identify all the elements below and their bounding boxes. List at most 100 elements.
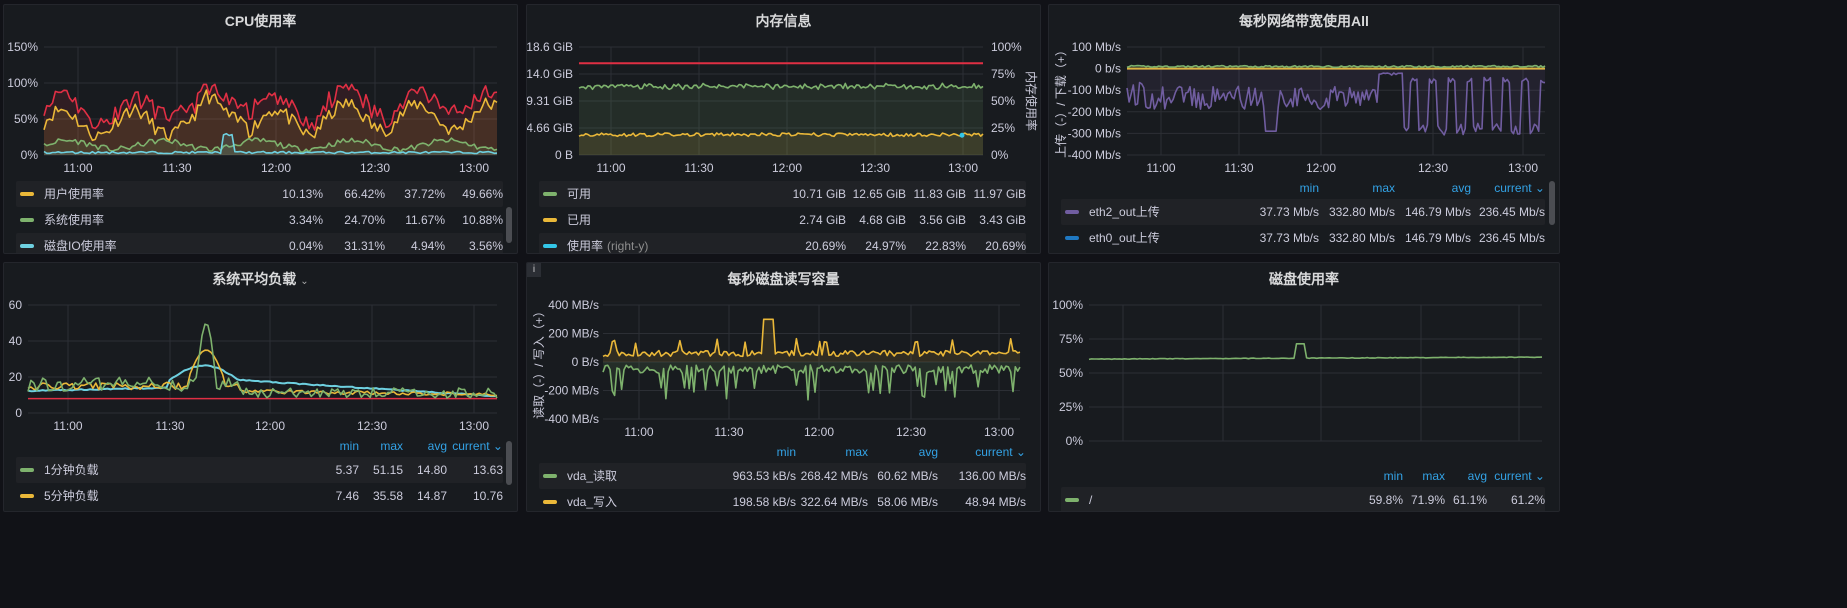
legend-item[interactable]: 用户使用率 10.13% 66.42% 37.72% 49.66% [16,181,503,207]
y-tick-label: 20 [9,370,23,384]
series-name[interactable]: 1分钟负载 [44,463,99,477]
legend-header-avg[interactable]: avg [427,439,447,453]
series-name[interactable]: 用户使用率 [44,187,105,201]
cpu-legend: 用户使用率 10.13% 66.42% 37.72% 49.66% 系统使用率 3.34% 2… [16,181,503,253]
legend-item[interactable]: vda_写入 198.58 kB/s 322.64 MB/s 58.06 MB/s 48… [539,489,1026,511]
panel-title[interactable]: 磁盘使用率 [1269,271,1339,287]
series-color-swatch[interactable] [20,244,34,248]
panel-title[interactable]: 内存信息 [755,13,812,29]
legend-item[interactable]: 1分钟负载 5.37 51.15 14.80 13.63 [16,457,503,483]
legend-item[interactable]: eth0_out上传 37.73 Mb/s 332.80 Mb/s 146.79 Mb… [1061,225,1545,251]
panel-disk-usage[interactable]: 磁盘使用率 100%75%50%25%0%11:0011:3012:0012:3… [1048,262,1560,512]
series-color-swatch[interactable] [543,474,557,478]
legend-header-max[interactable]: max [1372,181,1395,195]
memory-series-available-area [579,83,983,155]
series-name[interactable]: eth0_out上传 [1089,231,1160,245]
panel-title[interactable]: CPU使用率 [224,13,297,29]
panel-load[interactable]: 系统平均负载 ⌄ 60 40 20 0 11:00 11:30 12:00 12:30 13:00… [3,262,518,512]
memory-chart[interactable]: 18.6 GiB 14.0 GiB 9.31 GiB 4.66 GiB 0 B 100% 7… [527,37,1041,177]
series-name[interactable]: 已用 [567,213,592,227]
series-color-swatch[interactable] [543,244,557,248]
y-tick-label: 0 b/s [1095,62,1121,76]
info-icon[interactable]: i [527,263,541,277]
series-name[interactable]: 系统使用率 [44,213,105,227]
panel-title[interactable]: 系统平均负载 ⌄ [4,263,517,295]
series-color-swatch[interactable] [1065,210,1079,214]
panel-title[interactable]: 每秒磁盘读写容量 [727,271,840,287]
legend-header-avg[interactable]: avg [1451,181,1471,195]
panel-memory[interactable]: 内存信息 18.6 GiB 14.0 GiB 9.31 GiB 4.66 GiB 0 B… [526,4,1041,254]
disk-io-chart[interactable]: 400 MB/s 200 MB/s 0 B/s -200 MB/s -400 MB/s读… [527,295,1041,445]
legend-header-max[interactable]: max [845,445,868,459]
panel-network[interactable]: 每秒网络带宽使用All 100 Mb/s 0 b/s -100 Mb/s -200 M… [1048,4,1560,254]
disk-io-legend: min max avg current ⌄ vda_读取 963.53 kB/s 268.4… [539,441,1026,511]
legend-header-min[interactable]: min [1383,469,1403,483]
cpu-chart[interactable]: 150% 100% 50% 0% 11:00 11:30 12:00 12:30 13:00 [4,37,518,177]
legend-header-max[interactable]: max [380,439,403,453]
series-color-swatch[interactable] [543,218,557,222]
y-tick-label: 50% [14,112,38,126]
chevron-down-icon[interactable]: ⌄ [300,276,309,287]
legend-item[interactable]: 已用 2.74 GiB 4.68 GiB 3.56 GiB 3.43 GiB [539,207,1026,233]
legend-item[interactable]: 系统使用率 3.34% 24.70% 11.67% 10.88% [16,207,503,233]
series-color-swatch[interactable] [20,218,34,222]
legend-scrollbar[interactable] [506,441,512,485]
disk-io-series-write [602,318,1021,358]
legend-header-current[interactable]: current ⌄ [1494,181,1545,195]
series-name[interactable]: 5分钟负载 [44,489,99,503]
legend-item[interactable]: / 59.8% 71.9% 61.1% 61.2% [1061,487,1545,511]
series-color-swatch[interactable] [20,468,34,472]
legend-scrollbar[interactable] [506,207,512,243]
series-color-swatch[interactable] [20,494,34,498]
legend-value: 7.46 [335,489,359,503]
series-name[interactable]: 使用率 (right-y) [567,239,649,253]
legend-item[interactable]: 磁盘IO使用率 0.04% 31.31% 4.94% 3.56% [16,233,503,253]
series-color-swatch[interactable] [1065,236,1079,240]
cpu-series-system [43,137,498,153]
series-name[interactable]: vda_写入 [567,495,618,509]
series-color-swatch[interactable] [543,192,557,196]
series-name[interactable]: / [1089,493,1093,507]
x-tick-label: 12:00 [255,419,285,433]
panel-disk-io[interactable]: i 每秒磁盘读写容量 400 MB/s 200 MB/s 0 B/s -200 MB/… [526,262,1041,512]
legend-header-current[interactable]: current ⌄ [975,445,1026,459]
y-tick-label: 4.66 GiB [527,121,573,135]
legend-rows: eth2_out上传 37.73 Mb/s 332.80 Mb/s 146.79 Mb… [1061,199,1545,251]
legend-header-avg[interactable]: avg [1467,469,1487,483]
cpu-series-diskio [43,132,498,155]
y-tick-label: 200 MB/s [548,327,599,341]
legend-header-avg[interactable]: avg [918,445,938,459]
legend-item[interactable]: 5分钟负载 7.46 35.58 14.87 10.76 [16,483,503,509]
network-chart[interactable]: 100 Mb/s 0 b/s -100 Mb/s -200 Mb/s -300 Mb/s… [1049,37,1560,187]
legend-scrollbar[interactable] [1549,181,1555,225]
series-color-swatch[interactable] [1065,498,1079,502]
series-name[interactable]: 可用 [567,187,592,201]
legend-item[interactable]: 可用 10.71 GiB 12.65 GiB 11.83 GiB 11.97 GiB [539,181,1026,207]
load-series-5min [27,349,498,397]
load-chart[interactable]: 60 40 20 0 11:00 11:30 12:00 12:30 13:00 [4,295,518,435]
legend-value: 3.34% [288,213,323,227]
series-color-swatch[interactable] [543,500,557,504]
series-name[interactable]: 磁盘IO使用率 [44,239,117,253]
panel-cpu[interactable]: CPU使用率 150% 100% 50% 0% 11:00 11:30 12:00 12:30… [3,4,518,254]
legend-header-max[interactable]: max [1422,469,1445,483]
legend-item[interactable]: 使用率 (right-y) 20.69% 24.97% 22.83% 20.69% [539,233,1026,253]
legend-value: 10.71 GiB [792,187,846,201]
memory-series-used-area [579,132,983,155]
legend-value: 198.58 kB/s [732,495,796,509]
series-name[interactable]: vda_读取 [567,469,618,483]
legend-header-min[interactable]: min [776,445,796,459]
panel-title[interactable]: 每秒网络带宽使用All [1239,13,1369,29]
legend-item[interactable]: eth2_out上传 37.73 Mb/s 332.80 Mb/s 146.79 Mb… [1061,199,1545,225]
legend-header-min[interactable]: min [339,439,359,453]
legend-value: 10.13% [282,187,323,201]
legend-item[interactable]: vda_读取 963.53 kB/s 268.42 MB/s 60.62 MB/s 13… [539,463,1026,489]
legend-header-min[interactable]: min [1299,181,1319,195]
y-tick-label: 25% [1059,400,1083,414]
series-color-swatch[interactable] [20,192,34,196]
legend-header-current[interactable]: current ⌄ [452,439,503,453]
legend-value: 49.66% [462,187,503,201]
series-name[interactable]: eth2_out上传 [1089,205,1160,219]
legend-header-current[interactable]: current ⌄ [1494,469,1545,483]
